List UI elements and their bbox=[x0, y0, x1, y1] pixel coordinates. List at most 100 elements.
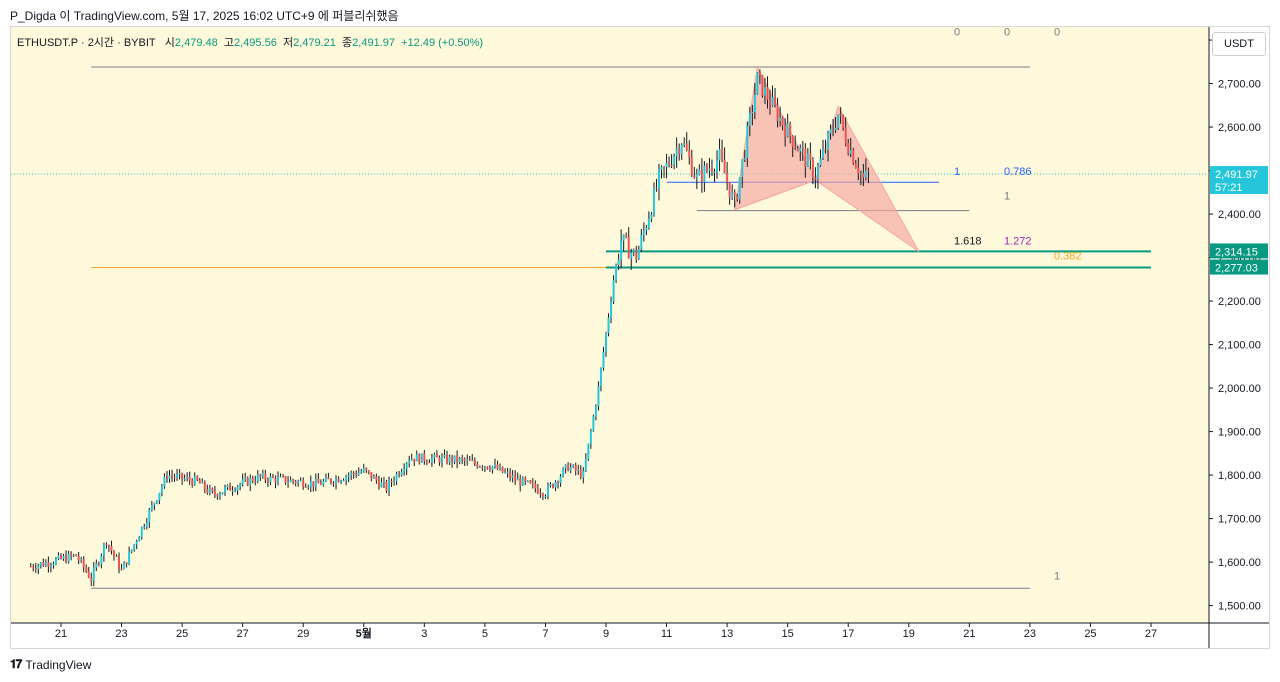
candle-up bbox=[297, 480, 300, 484]
candle-up bbox=[433, 454, 436, 459]
candle-up bbox=[483, 466, 486, 468]
candle-up bbox=[743, 158, 746, 160]
candle-down bbox=[118, 556, 121, 570]
low-label: 저 bbox=[282, 37, 294, 49]
chart-frame[interactable]: 2,800.002,700.002,600.002,500.002,400.00… bbox=[10, 26, 1270, 649]
candle-down bbox=[811, 160, 814, 178]
candle-down bbox=[824, 149, 827, 151]
candle-down bbox=[796, 148, 799, 152]
candle-down bbox=[776, 104, 779, 121]
candle-up bbox=[731, 192, 734, 198]
candle-down bbox=[329, 479, 332, 483]
candle-up bbox=[647, 218, 650, 228]
candle-down bbox=[567, 464, 570, 471]
candle-up bbox=[779, 117, 782, 121]
fib-level-label: 1.272 bbox=[1004, 236, 1032, 248]
fib-level-label: 0 bbox=[1054, 27, 1060, 39]
y-tick-label: 2,100.00 bbox=[1218, 340, 1261, 352]
candle-down bbox=[97, 563, 100, 565]
candle-down bbox=[251, 477, 254, 482]
candle-up bbox=[342, 480, 345, 482]
candle-up bbox=[572, 465, 575, 468]
candle-up bbox=[546, 485, 549, 497]
candle-down bbox=[435, 454, 438, 458]
candle-up bbox=[239, 484, 242, 487]
candle-up bbox=[178, 473, 181, 475]
candle-down bbox=[125, 562, 128, 565]
candle-down bbox=[867, 170, 870, 172]
candle-up bbox=[324, 477, 327, 482]
candle-up bbox=[133, 544, 136, 550]
candle-up bbox=[440, 456, 443, 463]
currency-button[interactable]: USDT bbox=[1212, 32, 1266, 56]
candle-down bbox=[367, 470, 370, 473]
candle-down bbox=[839, 114, 842, 116]
candle-up bbox=[564, 464, 567, 469]
harmonic-pattern-triangle[interactable] bbox=[814, 104, 920, 252]
candle-up bbox=[849, 149, 852, 154]
candle-up bbox=[713, 171, 716, 173]
candle-down bbox=[857, 167, 860, 174]
candle-up bbox=[279, 476, 282, 478]
tradingview-footer[interactable]: 𝟏𝟕 TradingView bbox=[10, 657, 91, 672]
plot-background bbox=[11, 27, 1209, 623]
candle-down bbox=[557, 481, 560, 483]
candle-up bbox=[577, 469, 580, 471]
candle-up bbox=[49, 565, 52, 567]
candle-up bbox=[458, 458, 461, 463]
candle-up bbox=[67, 553, 70, 563]
change-value: +12.49 (+0.50%) bbox=[401, 37, 484, 49]
symbol-name[interactable]: ETHUSDT.P · 2시간 · BYBIT bbox=[17, 37, 156, 49]
candle-down bbox=[552, 484, 555, 488]
candle-up bbox=[506, 472, 509, 474]
candle-up bbox=[176, 474, 179, 478]
chart-canvas[interactable]: 2,800.002,700.002,600.002,500.002,400.00… bbox=[11, 27, 1270, 649]
x-tick-label: 27 bbox=[237, 628, 249, 640]
last-price-label-bg bbox=[1210, 166, 1268, 195]
candle-down bbox=[847, 143, 850, 154]
candle-down bbox=[216, 494, 219, 497]
candle-down bbox=[781, 117, 784, 126]
candle-up bbox=[738, 177, 741, 200]
candle-down bbox=[705, 165, 708, 171]
candle-up bbox=[819, 158, 822, 166]
candle-up bbox=[160, 486, 163, 493]
y-tick-label: 1,600.00 bbox=[1218, 557, 1261, 569]
candle-down bbox=[678, 148, 681, 155]
candle-up bbox=[309, 481, 312, 487]
candle-down bbox=[476, 463, 479, 468]
candle-down bbox=[655, 187, 658, 189]
candle-down bbox=[77, 556, 80, 561]
last-price-label-countdown: 57:21 bbox=[1215, 182, 1243, 194]
candle-up bbox=[163, 476, 166, 487]
candle-down bbox=[292, 479, 295, 482]
candle-up bbox=[521, 477, 524, 486]
candle-up bbox=[660, 166, 663, 170]
candle-down bbox=[377, 480, 380, 488]
candle-down bbox=[304, 487, 307, 489]
candle-up bbox=[138, 537, 141, 542]
candle-up bbox=[695, 174, 698, 178]
candle-down bbox=[171, 475, 174, 477]
candle-down bbox=[198, 479, 201, 484]
candle-up bbox=[864, 170, 867, 178]
candle-up bbox=[226, 484, 229, 488]
candle-up bbox=[806, 153, 809, 167]
candle-down bbox=[284, 476, 287, 483]
high-value: 2,495.56 bbox=[234, 37, 277, 49]
candle-down bbox=[758, 72, 761, 76]
x-tick-label: 7 bbox=[542, 628, 548, 640]
candle-down bbox=[29, 566, 32, 568]
fib-level-label: 0.382 bbox=[1054, 251, 1082, 263]
candle-down bbox=[42, 562, 45, 567]
candle-down bbox=[766, 86, 769, 100]
candle-up bbox=[153, 503, 156, 505]
candle-up bbox=[584, 458, 587, 471]
candle-up bbox=[92, 567, 95, 581]
candle-up bbox=[554, 481, 557, 488]
candle-up bbox=[716, 160, 719, 172]
candle-down bbox=[264, 473, 267, 480]
candle-down bbox=[736, 196, 739, 200]
candle-down bbox=[428, 462, 431, 464]
candle-down bbox=[385, 481, 388, 491]
